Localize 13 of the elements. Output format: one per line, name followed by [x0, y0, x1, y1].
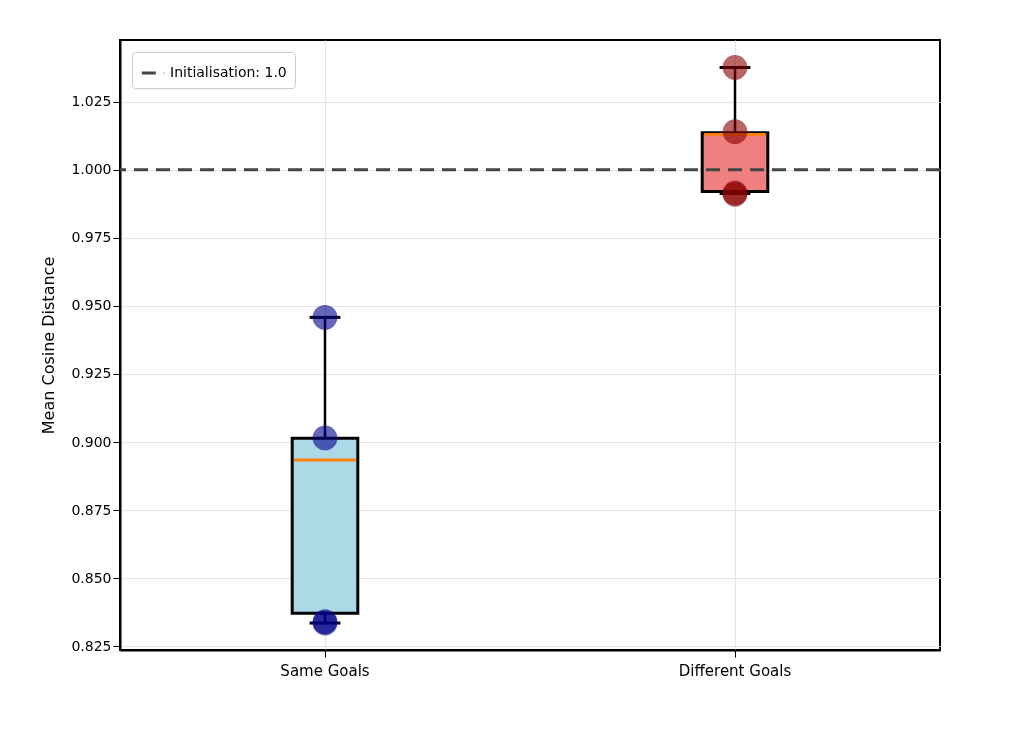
- y-tick-label: 0.875: [71, 501, 112, 518]
- y-tick-label: 0.825: [71, 637, 112, 654]
- y-tick-label: 1.000: [71, 161, 112, 178]
- y-tick-label: 0.975: [71, 229, 112, 246]
- y-tick-label: 0.925: [71, 365, 112, 382]
- x-tick-label: Different Goals: [678, 661, 792, 680]
- y-tick-label: 0.850: [71, 569, 112, 586]
- x-tick-label: Same Goals: [280, 661, 370, 680]
- y-axis-title: Mean Cosine Distance: [39, 256, 59, 435]
- legend-label: Initialisation: 1.0: [170, 64, 287, 80]
- y-tick-label: 0.900: [71, 433, 112, 450]
- y-tick-label: 0.950: [71, 297, 112, 314]
- y-tick-label: 1.025: [71, 93, 112, 110]
